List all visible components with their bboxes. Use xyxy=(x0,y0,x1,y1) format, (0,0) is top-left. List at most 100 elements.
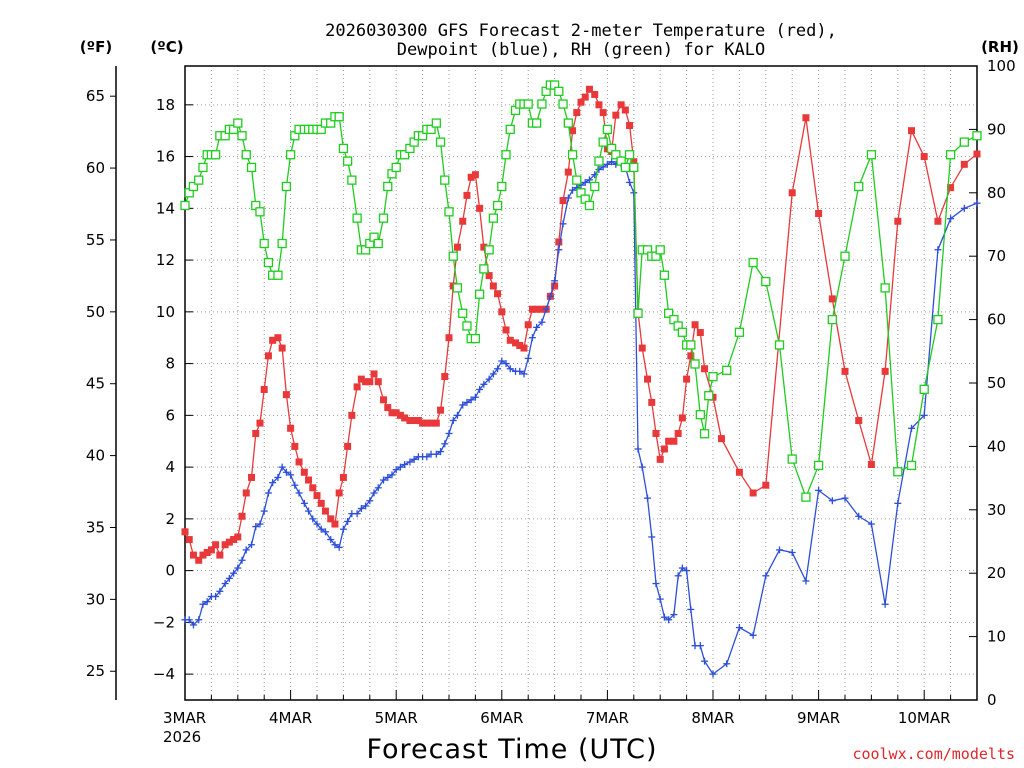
data-point xyxy=(690,359,700,369)
x-tick-label: 5MAR xyxy=(375,709,418,727)
data-point xyxy=(505,124,515,135)
credit-link[interactable]: coolwx.com/modelts xyxy=(852,745,1015,763)
data-point xyxy=(380,396,388,404)
data-point xyxy=(652,580,660,588)
data-point xyxy=(629,162,639,173)
data-point xyxy=(370,489,378,497)
data-point xyxy=(255,207,265,217)
data-point xyxy=(630,158,638,166)
data-point xyxy=(194,175,204,185)
data-point xyxy=(198,162,208,173)
data-point xyxy=(691,321,699,329)
data-point xyxy=(295,489,303,497)
data-point xyxy=(621,106,629,114)
data-point xyxy=(242,489,250,497)
data-point xyxy=(467,173,475,181)
data-point xyxy=(656,455,664,463)
data-point xyxy=(502,326,510,334)
data-point xyxy=(559,220,567,228)
data-point xyxy=(437,448,445,456)
data-point xyxy=(687,352,695,360)
data-point xyxy=(189,621,197,629)
data-point xyxy=(608,158,616,166)
data-point xyxy=(459,217,467,225)
data-point xyxy=(423,453,431,461)
data-point xyxy=(749,489,757,497)
data-point xyxy=(663,308,674,318)
data-point xyxy=(655,245,665,255)
data-point xyxy=(437,406,445,414)
data-point xyxy=(626,178,634,186)
data-point xyxy=(392,466,400,474)
series-temperature xyxy=(181,85,981,564)
data-point xyxy=(634,445,642,453)
data-point xyxy=(934,217,942,225)
data-point xyxy=(353,510,361,518)
data-point xyxy=(484,245,494,255)
data-point xyxy=(590,181,600,192)
data-point xyxy=(233,118,243,128)
data-point xyxy=(585,176,593,184)
data-point xyxy=(277,238,287,249)
data-point xyxy=(815,210,823,218)
data-point xyxy=(185,536,193,544)
data-point xyxy=(524,321,532,329)
fahrenheit-unit-label: (ºF) xyxy=(80,38,112,56)
rh-tick-label: 10 xyxy=(987,628,1006,646)
x-tick-sublabel: 2026 xyxy=(163,728,201,746)
data-point xyxy=(489,282,497,290)
data-point xyxy=(761,276,771,287)
data-point xyxy=(432,419,440,427)
data-point xyxy=(788,548,796,556)
series-rh xyxy=(180,80,982,502)
data-point xyxy=(291,481,299,489)
data-point xyxy=(670,437,678,445)
data-point xyxy=(564,194,572,202)
data-point xyxy=(441,440,449,448)
data-point xyxy=(638,344,646,352)
data-point xyxy=(920,153,928,161)
data-point xyxy=(406,458,414,466)
data-point xyxy=(506,365,514,373)
data-point xyxy=(972,131,982,141)
data-point xyxy=(199,551,207,559)
data-point xyxy=(388,409,396,417)
data-point xyxy=(581,93,589,101)
data-point xyxy=(934,246,942,254)
data-point xyxy=(203,548,211,556)
data-point xyxy=(230,536,238,544)
fahrenheit-tick-label: 35 xyxy=(86,518,105,536)
data-point xyxy=(828,295,836,303)
data-point xyxy=(551,277,559,285)
data-point xyxy=(599,109,607,117)
data-point xyxy=(959,137,969,147)
x-tick-label: 7MAR xyxy=(586,709,629,727)
data-point xyxy=(945,150,956,160)
data-point xyxy=(577,98,585,106)
data-point xyxy=(485,375,493,383)
data-point xyxy=(559,197,567,205)
data-point xyxy=(584,200,595,211)
data-point xyxy=(581,178,589,186)
fahrenheit-tick-label: 30 xyxy=(86,590,105,608)
data-point xyxy=(538,305,546,313)
data-point xyxy=(723,660,731,668)
data-point xyxy=(225,574,233,582)
data-point xyxy=(602,124,613,135)
data-point xyxy=(274,473,282,481)
celsius-tick-label: 8 xyxy=(165,355,175,373)
data-point xyxy=(569,127,577,135)
rh-tick-label: 80 xyxy=(987,184,1006,202)
data-point xyxy=(449,417,457,425)
data-point xyxy=(348,411,356,419)
data-point xyxy=(344,442,352,450)
data-point xyxy=(620,162,631,173)
data-point xyxy=(497,181,507,192)
data-point xyxy=(378,213,389,223)
data-point xyxy=(881,600,889,608)
data-point xyxy=(338,143,349,154)
data-point xyxy=(195,556,203,564)
data-point xyxy=(282,391,290,399)
data-point xyxy=(432,450,440,458)
data-point xyxy=(471,393,479,401)
